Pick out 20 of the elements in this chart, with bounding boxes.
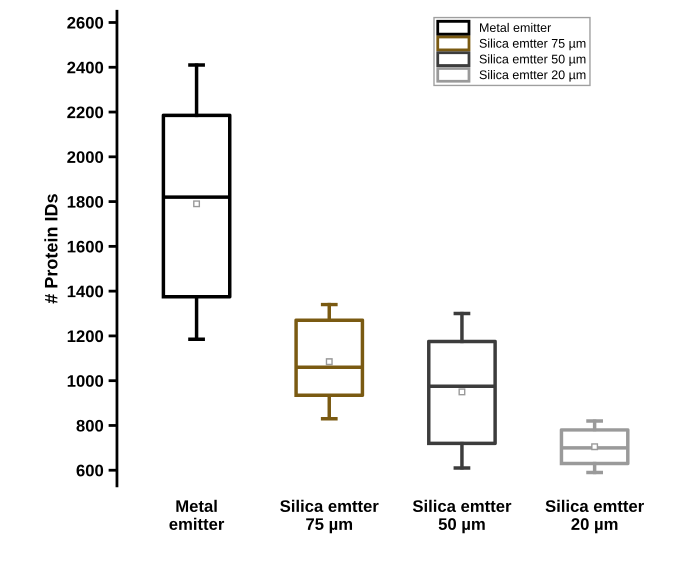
y-tick-label: 2600 (67, 16, 104, 29)
y-tick-label: 1800 (68, 196, 104, 208)
legend-label: Silica emtter 75 µm (480, 38, 586, 50)
y-tick-label: 2000 (67, 151, 104, 164)
y-tick-label: 1000 (68, 375, 104, 387)
legend-label: Silica emtter 20 µm (480, 70, 586, 82)
y-tick-label: 600 (76, 464, 104, 476)
y-tick-label: 800 (76, 420, 104, 432)
y-axis-title: # Protein IDs (44, 194, 58, 304)
x-tick-label: Metal emitter (169, 500, 224, 530)
y-tick-label: 2200 (67, 106, 104, 118)
x-tick-label: Silica emtter 50 µm (412, 500, 512, 534)
legend-label: Silica emtter 50 µm (480, 54, 586, 66)
x-tick-label: Silica emtter 75 µm (280, 500, 379, 534)
legend-label: Metal emitter (480, 22, 552, 32)
y-tick-label: 1600 (68, 240, 104, 253)
y-tick-label: 1400 (68, 286, 104, 298)
y-tick-label: 1200 (68, 330, 104, 342)
x-tick-label: Silica emtter 20 µm (546, 500, 644, 534)
y-tick-label: 2400 (67, 62, 104, 74)
